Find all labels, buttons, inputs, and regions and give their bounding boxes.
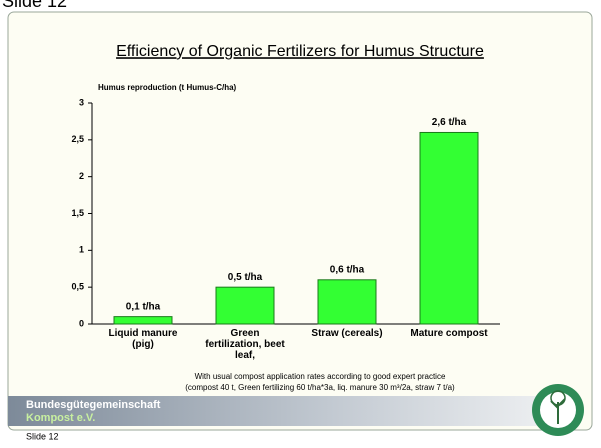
logo [532,384,584,436]
y-tick-label: 0,5 [71,282,84,292]
bar [419,131,479,325]
x-tick-label: Liquid manure (pig) [108,328,178,350]
footnote: With usual compost application rates acc… [195,372,446,381]
x-tick-label: Green fertilization, beet leaf, [205,328,285,361]
footer-org: Bundesgütegemeinschaft [26,399,161,411]
y-axis-title: Humus reproduction (t Humus-C/ha) [98,83,237,92]
x-tick-label: Straw (cereals) [311,328,383,339]
data-label: 0,1 t/ha [126,301,161,312]
y-tick-label: 1 [79,245,84,255]
bar [113,316,173,325]
y-tick-label: 2,5 [71,134,84,144]
chart-title: Efficiency of Organic Fertilizers for Hu… [116,43,484,60]
x-tick-label: Mature compost [410,328,488,339]
slide-label-bottom: Slide 12 [26,431,59,441]
y-tick-label: 0 [79,318,84,328]
y-tick-label: 3 [79,97,84,107]
y-tick-label: 1,5 [71,208,84,218]
bar [317,279,377,325]
slide-label-top: Slide 12 [2,0,67,11]
footnote: (compost 40 t, Green fertilizing 60 t/ha… [185,383,455,392]
data-label: 0,6 t/ha [330,264,365,275]
bar [215,286,275,325]
slide-frame [7,11,593,431]
footer-band [8,396,553,426]
data-label: 2,6 t/ha [432,117,467,128]
y-tick-label: 2 [79,171,84,181]
data-label: 0,5 t/ha [228,272,263,283]
footer-org: Kompost e.V. [26,412,95,424]
